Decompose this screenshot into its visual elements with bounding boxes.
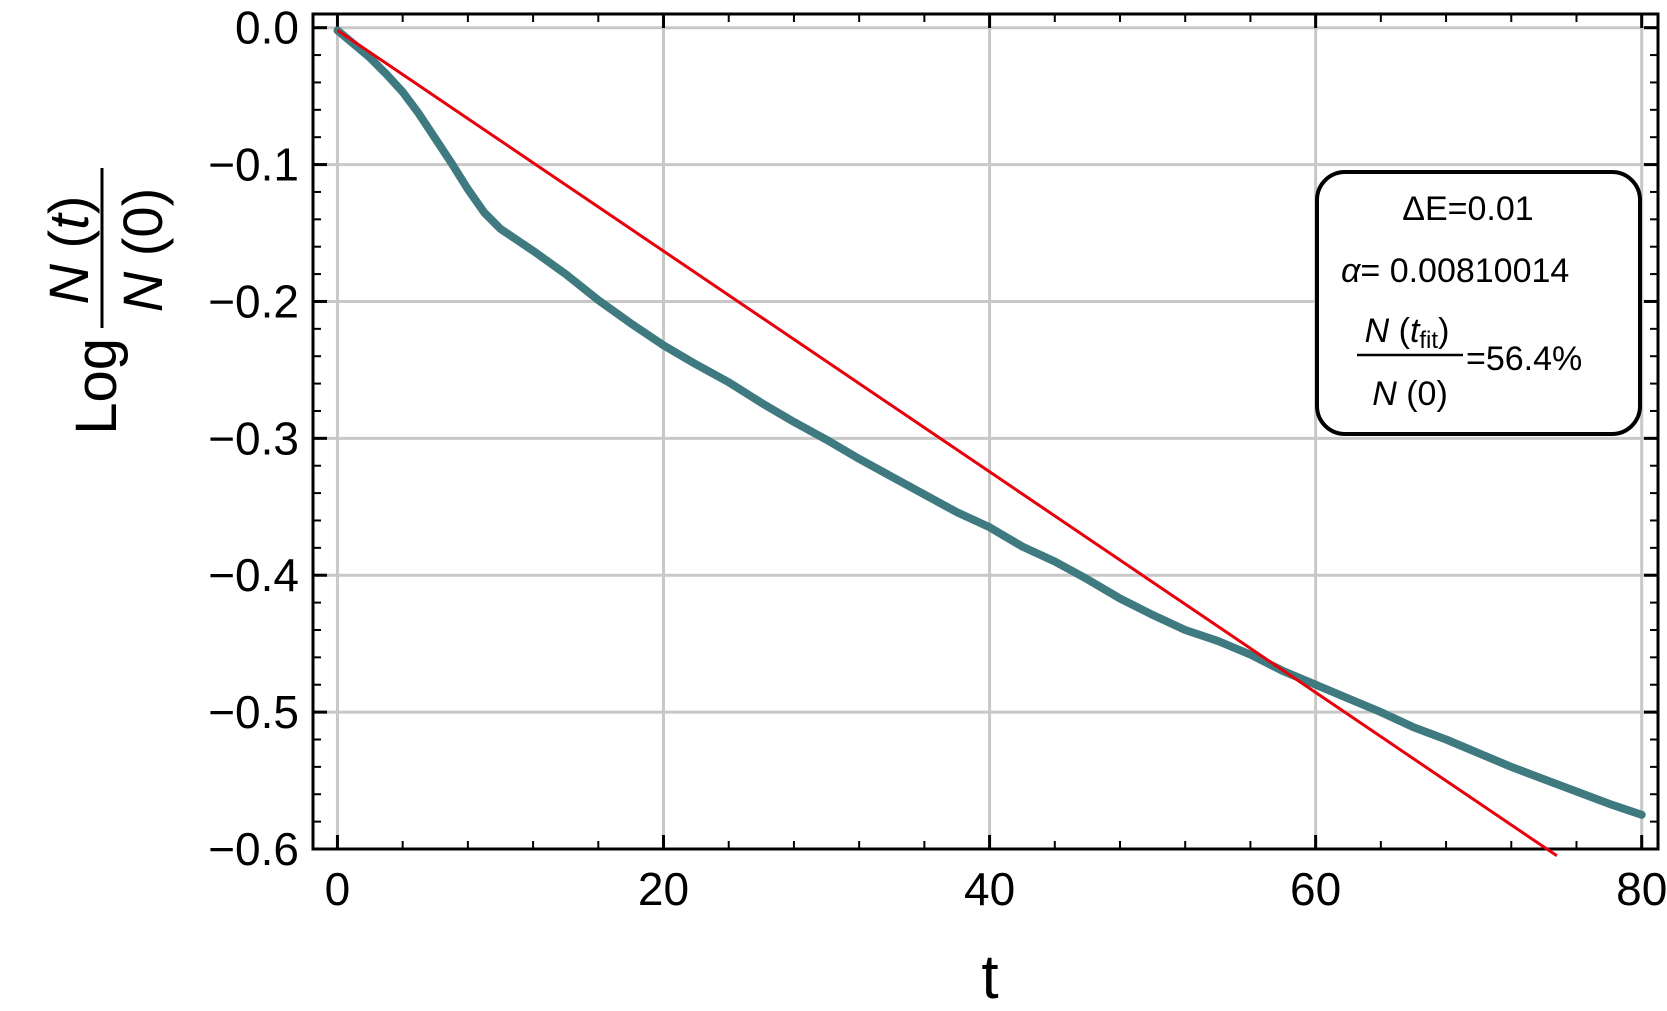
x-tick-label: 40 xyxy=(964,863,1015,915)
y-axis-label-denominator: N (0) xyxy=(111,188,174,312)
x-tick-labels: 0 20 40 60 80 xyxy=(325,863,1667,915)
x-axis-label: t xyxy=(981,943,998,1011)
minor-ticks xyxy=(313,14,1658,849)
y-tick-label: −0.6 xyxy=(208,823,299,875)
x-tick-label: 60 xyxy=(1290,863,1341,915)
legend-box: ΔE=0.01 α= 0.00810014 N (tfit) N (0) =56… xyxy=(1315,170,1642,436)
plot-frame xyxy=(311,12,1660,851)
legend-ratio-numerator: N (tfit) xyxy=(1365,312,1450,354)
legend-alpha: α= 0.00810014 xyxy=(1341,252,1569,290)
x-tick-label: 80 xyxy=(1616,863,1667,915)
x-tick-label: 0 xyxy=(325,863,351,915)
major-ticks xyxy=(313,14,1658,851)
legend-delta-e: ΔE=0.01 xyxy=(1402,190,1533,228)
y-tick-label: 0.0 xyxy=(235,2,299,54)
series-data-line xyxy=(333,26,1646,819)
y-tick-label: −0.4 xyxy=(208,549,299,601)
y-tick-labels: 0.0 −0.1 −0.2 −0.3 −0.4 −0.5 −0.6 xyxy=(208,2,299,875)
series-fit-line xyxy=(336,29,1558,858)
y-tick-label: −0.1 xyxy=(208,139,299,191)
legend-ratio-value: =56.4% xyxy=(1466,340,1582,378)
legend-frame xyxy=(1315,170,1642,436)
y-tick-label: −0.3 xyxy=(208,412,299,464)
y-axis-label-numerator: N (t) xyxy=(37,196,100,305)
x-tick-label: 20 xyxy=(638,863,689,915)
y-tick-label: −0.5 xyxy=(208,686,299,738)
y-axis-label-prefix: Log xyxy=(64,338,129,435)
y-tick-label: −0.2 xyxy=(208,275,299,327)
y-axis-label: Log N (t) N (0) xyxy=(37,168,174,435)
legend-ratio-denominator: N (0) xyxy=(1372,375,1448,413)
